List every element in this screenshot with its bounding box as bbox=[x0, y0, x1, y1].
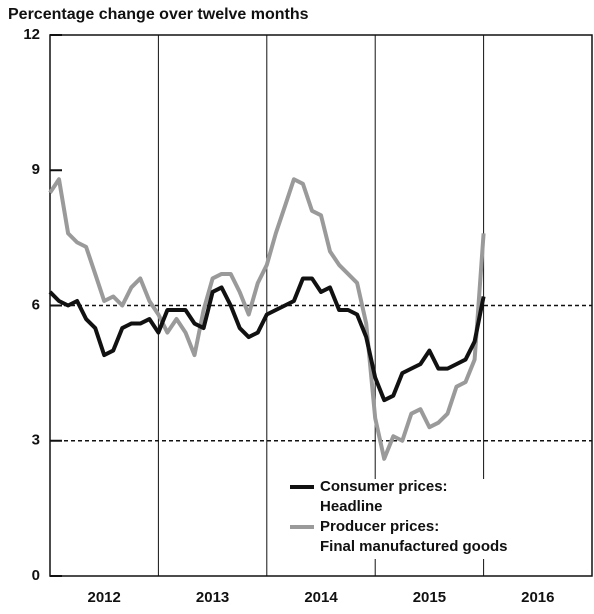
legend-label: Consumer prices: bbox=[320, 478, 448, 495]
x-tick-label: 2016 bbox=[521, 589, 554, 606]
y-tick-label: 6 bbox=[32, 296, 40, 313]
legend-swatch-bg bbox=[284, 519, 574, 559]
x-tick-label: 2013 bbox=[196, 589, 229, 606]
series-line bbox=[48, 276, 486, 403]
legend-label: Final manufactured goods bbox=[320, 538, 508, 555]
series-line bbox=[48, 177, 486, 461]
chart-title: Percentage change over twelve months bbox=[8, 6, 309, 23]
x-tick-label: 2012 bbox=[88, 589, 121, 606]
legend-label: Headline bbox=[320, 498, 383, 515]
y-tick-label: 9 bbox=[32, 161, 40, 178]
x-tick-label: 2014 bbox=[304, 589, 338, 606]
y-tick-label: 0 bbox=[32, 567, 40, 584]
y-tick-label: 3 bbox=[32, 432, 40, 449]
y-tick-label: 12 bbox=[23, 26, 40, 43]
x-tick-label: 2015 bbox=[413, 589, 446, 606]
legend-label: Producer prices: bbox=[320, 518, 439, 535]
legend-swatch-bg bbox=[284, 479, 574, 519]
